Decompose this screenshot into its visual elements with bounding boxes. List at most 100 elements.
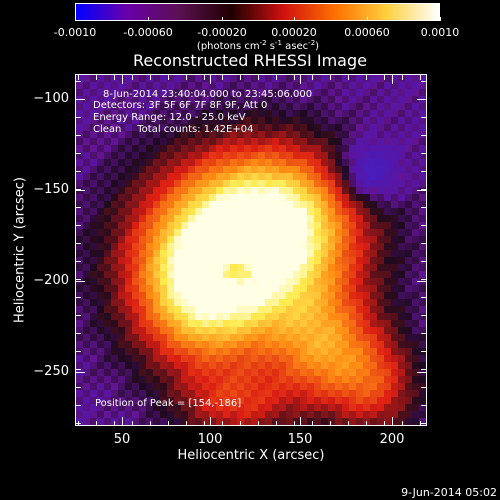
heatmap-cell: [125, 243, 132, 250]
heatmap-cell: [377, 194, 384, 201]
heatmap-cell: [272, 82, 279, 89]
axis-tick: [76, 135, 81, 136]
axis-tick: [300, 417, 301, 426]
heatmap-cell: [391, 397, 398, 404]
heatmap-cell: [216, 355, 223, 362]
heatmap-cell: [391, 376, 398, 383]
heatmap-cell: [118, 383, 125, 390]
heatmap-cell: [132, 159, 139, 166]
heatmap-cell: [209, 320, 216, 327]
heatmap-cell: [412, 411, 419, 418]
heatmap-cell: [167, 285, 174, 292]
heatmap-cell: [167, 208, 174, 215]
heatmap-cell: [104, 215, 111, 222]
heatmap-cell: [76, 89, 83, 96]
heatmap-cell: [300, 292, 307, 299]
axis-tick: [258, 421, 259, 426]
heatmap-cell: [118, 166, 125, 173]
heatmap-cell: [188, 348, 195, 355]
heatmap-cell: [230, 243, 237, 250]
heatmap-cell: [286, 180, 293, 187]
heatmap-cell: [195, 292, 202, 299]
heatmap-cell: [111, 383, 118, 390]
heatmap-cell: [216, 390, 223, 397]
heatmap-cell: [90, 292, 97, 299]
heatmap-cell: [307, 82, 314, 89]
axis-tick: [76, 117, 81, 118]
heatmap-cell: [314, 327, 321, 334]
heatmap-cell: [251, 320, 258, 327]
heatmap-cell: [391, 285, 398, 292]
heatmap-cell: [363, 201, 370, 208]
heatmap-cell: [279, 96, 286, 103]
heatmap-cell: [251, 222, 258, 229]
heatmap-cell: [209, 250, 216, 257]
heatmap-cell: [118, 355, 125, 362]
heatmap-cell: [293, 236, 300, 243]
heatmap-cell: [160, 173, 167, 180]
heatmap-cell: [139, 208, 146, 215]
heatmap-cell: [321, 131, 328, 138]
heatmap-cell: [251, 208, 258, 215]
heatmap-cell: [272, 124, 279, 131]
heatmap-cell: [104, 75, 111, 82]
heatmap-cell: [216, 278, 223, 285]
heatmap-cell: [139, 250, 146, 257]
heatmap-cell: [146, 103, 153, 110]
heatmap-cell: [412, 355, 419, 362]
heatmap-cell: [363, 159, 370, 166]
heatmap-cell: [314, 89, 321, 96]
heatmap-cell: [139, 110, 146, 117]
heatmap-cell: [111, 166, 118, 173]
heatmap-cell: [76, 264, 83, 271]
heatmap-cell: [265, 117, 272, 124]
heatmap-cell: [160, 278, 167, 285]
heatmap-cell: [335, 390, 342, 397]
heatmap-cell: [237, 201, 244, 208]
heatmap-cell: [83, 257, 90, 264]
heatmap-cell: [153, 355, 160, 362]
heatmap-cell: [237, 313, 244, 320]
heatmap-cell: [412, 320, 419, 327]
colorbar-tick: [222, 17, 223, 21]
heatmap-cell: [160, 418, 167, 425]
heatmap-cell: [370, 355, 377, 362]
heatmap-cell: [412, 271, 419, 278]
heatmap-cell: [160, 355, 167, 362]
heatmap-cell: [90, 145, 97, 152]
heatmap-cell: [160, 250, 167, 257]
heatmap-cell: [321, 145, 328, 152]
heatmap-cell: [342, 334, 349, 341]
heatmap-cell: [216, 369, 223, 376]
heatmap-cell: [342, 397, 349, 404]
heatmap-cell: [132, 103, 139, 110]
heatmap-cell: [132, 418, 139, 425]
heatmap-cell: [314, 159, 321, 166]
heatmap-cell: [398, 327, 405, 334]
axis-tick: [150, 421, 151, 426]
heatmap-cell: [328, 383, 335, 390]
heatmap-cell: [412, 278, 419, 285]
heatmap-cell: [132, 222, 139, 229]
heatmap-cell: [153, 131, 160, 138]
heatmap-cell: [321, 306, 328, 313]
heatmap-cell: [237, 292, 244, 299]
heatmap-cell: [419, 411, 426, 418]
heatmap-cell: [419, 131, 426, 138]
heatmap-cell: [398, 201, 405, 208]
heatmap-cell: [363, 89, 370, 96]
heatmap-cell: [97, 355, 104, 362]
heatmap-cell: [153, 243, 160, 250]
heatmap-cell: [118, 348, 125, 355]
heatmap-cell: [293, 292, 300, 299]
heatmap-cell: [328, 82, 335, 89]
heatmap-cell: [363, 327, 370, 334]
heatmap-cell: [244, 292, 251, 299]
heatmap-cell: [139, 404, 146, 411]
heatmap-cell: [293, 271, 300, 278]
heatmap-cell: [349, 229, 356, 236]
heatmap-cell: [279, 131, 286, 138]
heatmap-cell: [265, 124, 272, 131]
heatmap-cell: [83, 96, 90, 103]
heatmap-cell: [97, 264, 104, 271]
